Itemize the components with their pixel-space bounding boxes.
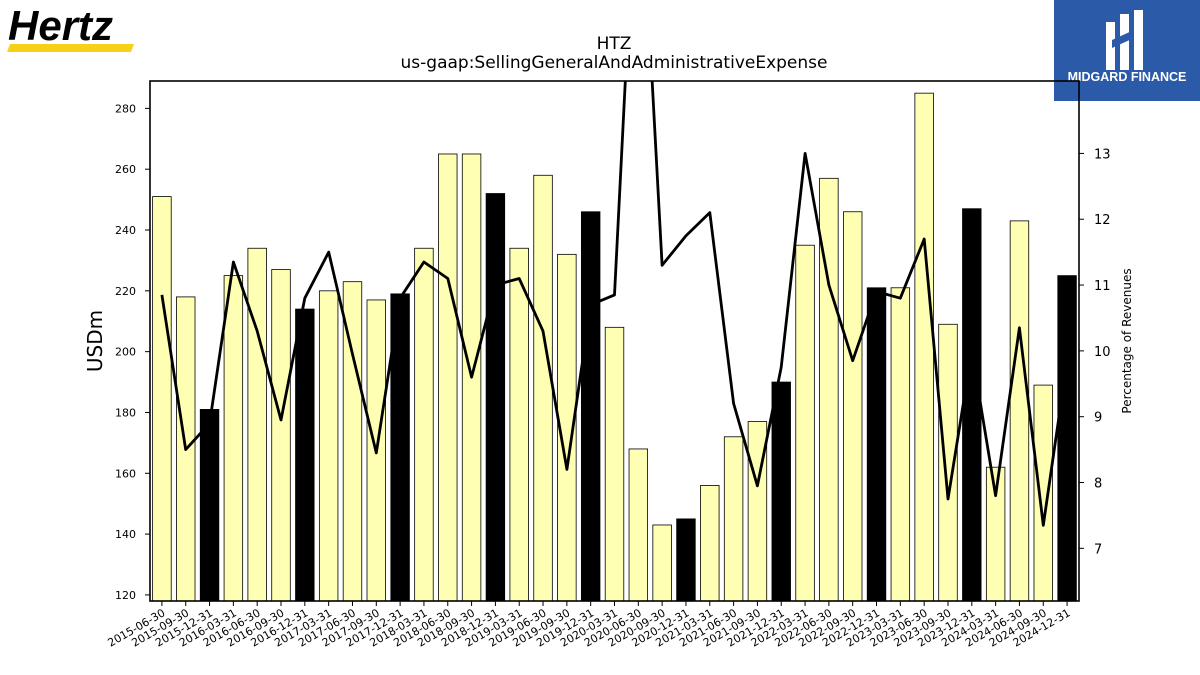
hertz-logo-text: Hertz [8,2,113,49]
y-tick-label: 220 [115,285,136,298]
y-axis-label: USDm [83,310,107,372]
y-tick-label: 120 [115,589,136,602]
bar-2016-06-30 [247,247,267,602]
logo-bar-right [1134,10,1143,70]
bar-2021-03-31 [700,485,720,602]
y2-tick-label: 13 [1094,147,1111,162]
bar-series [152,92,1077,602]
bar-2018-03-31 [414,247,434,602]
y-tick-label: 200 [115,346,136,359]
y-tick-label: 240 [115,224,136,237]
bar-2017-03-31 [318,290,339,602]
y-axis-left: 120 140 160 180 200 220 240 260 280 [115,102,150,602]
bar-2016-12-31 [295,308,315,602]
y-tick-label: 280 [115,102,136,115]
y2-tick-label: 11 [1094,279,1111,294]
bar-2023-06-30 [914,92,934,602]
y-tick-label: 160 [115,467,136,480]
y-tick-label: 180 [115,406,136,419]
hertz-logo: Hertz [4,2,144,54]
logo-cut [1112,30,1134,48]
hertz-logo-underline [7,44,134,52]
y2-tick-label: 8 [1094,477,1102,492]
y2-tick-label: 9 [1094,411,1102,426]
midgard-logo-text: MIDGARD FINANCE [1068,70,1187,84]
bar-2022-09-30 [843,211,863,602]
bar-2024-12-31 [1057,275,1077,602]
y2-tick-label: 12 [1094,213,1111,228]
bar-2019-12-31 [580,211,601,602]
y2-axis-label: Percentage of Revenues [1120,268,1134,413]
bar-2020-03-31 [604,326,625,602]
bar-2020-12-31 [676,518,696,602]
bar-2018-12-31 [485,193,506,602]
y-tick-label: 260 [115,163,136,176]
y-tick-label: 140 [115,528,136,541]
x-axis: 2015-06-302015-09-302015-12-312016-03-31… [106,601,1073,650]
bar-2020-09-30 [652,524,672,602]
bar-2024-06-30 [1009,220,1030,602]
bar-2024-09-30 [1033,384,1053,602]
chart-subtitle: us-gaap:SellingGeneralAndAdministrativeE… [401,53,828,73]
bar-2016-03-31 [223,275,244,602]
chart-title: HTZ [597,34,632,54]
bar-2015-06-30 [152,196,172,602]
percentage-line [160,81,1069,527]
bar-2016-09-30 [271,269,291,602]
bar-2021-12-31 [771,381,791,602]
y-axis-right: 7 8 9 10 11 12 13 [1079,147,1111,557]
logo-bar-left [1106,22,1115,70]
bar-2015-12-31 [199,409,220,602]
bar-2022-03-31 [795,244,815,602]
bar-2021-06-30 [723,436,744,602]
bar-2023-12-31 [962,208,982,602]
bar-2018-06-30 [438,153,458,602]
bar-2019-06-30 [533,174,553,602]
y2-tick-label: 10 [1094,345,1111,360]
bar-2019-03-31 [509,247,529,602]
bar-2023-03-31 [890,287,911,602]
bar-2022-12-31 [866,287,887,602]
y2-tick-label: 7 [1094,542,1102,557]
bar-2020-06-30 [628,448,649,602]
